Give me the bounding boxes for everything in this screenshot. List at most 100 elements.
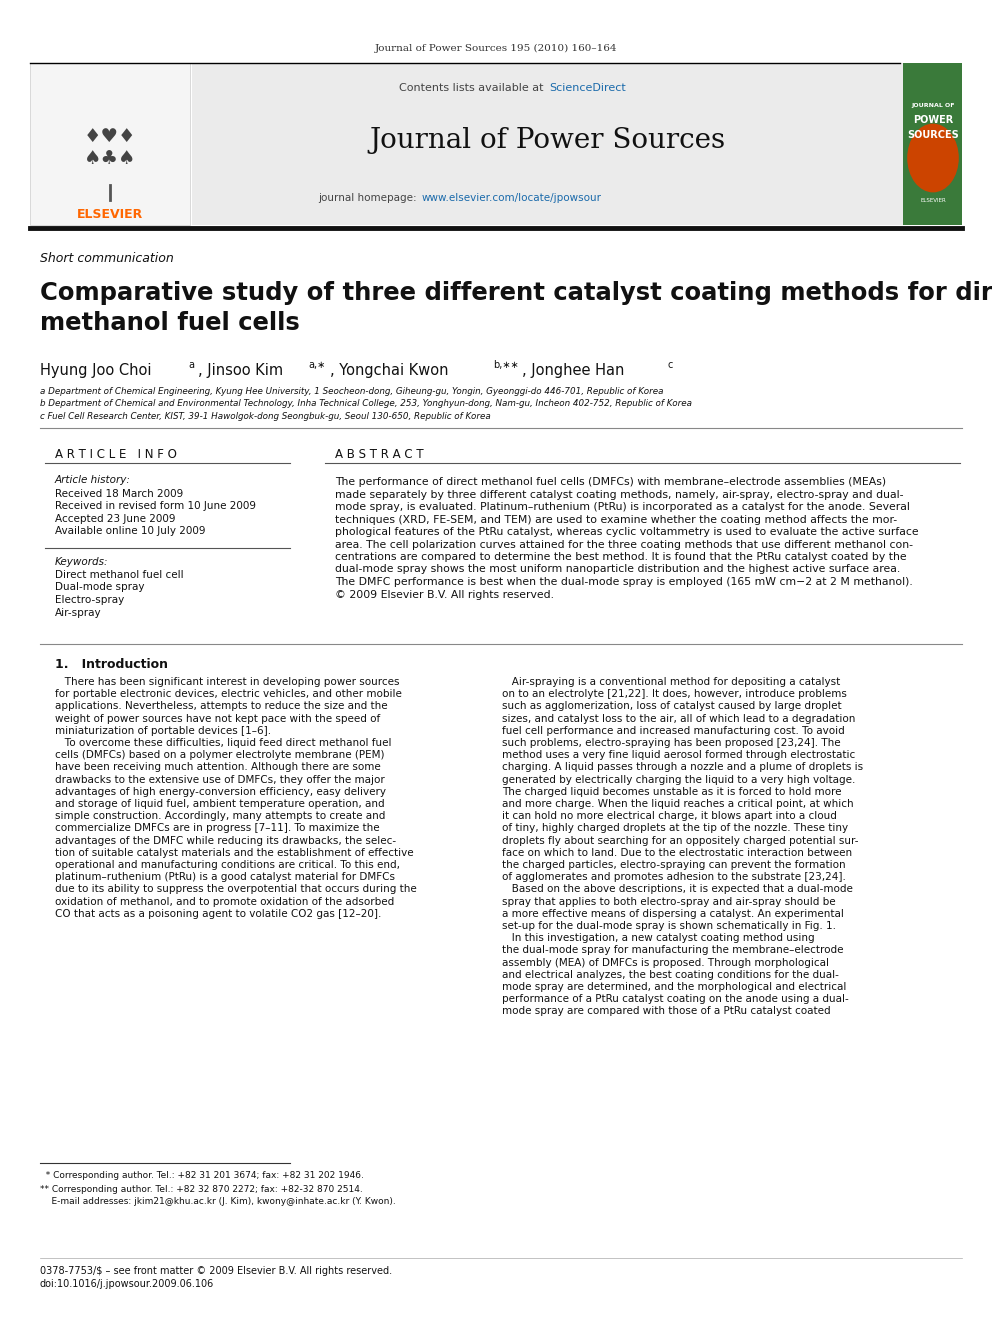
Text: area. The cell polarization curves attained for the three coating methods that u: area. The cell polarization curves attai…: [335, 540, 913, 549]
Text: a,∗: a,∗: [308, 360, 325, 370]
Text: b Department of Chemical and Environmental Technology, Inha Technical College, 2: b Department of Chemical and Environment…: [40, 400, 692, 409]
Text: applications. Nevertheless, attempts to reduce the size and the: applications. Nevertheless, attempts to …: [55, 701, 388, 712]
Text: such as agglomerization, loss of catalyst caused by large droplet: such as agglomerization, loss of catalys…: [502, 701, 841, 712]
Text: , Jinsoo Kim: , Jinsoo Kim: [198, 363, 283, 377]
Text: of tiny, highly charged droplets at the tip of the nozzle. These tiny: of tiny, highly charged droplets at the …: [502, 823, 848, 833]
Text: set-up for the dual-mode spray is shown schematically in Fig. 1.: set-up for the dual-mode spray is shown …: [502, 921, 836, 931]
Text: Available online 10 July 2009: Available online 10 July 2009: [55, 527, 205, 537]
Text: cells (DMFCs) based on a polymer electrolyte membrane (PEM): cells (DMFCs) based on a polymer electro…: [55, 750, 385, 761]
Text: CO that acts as a poisoning agent to volatile CO2 gas [12–20].: CO that acts as a poisoning agent to vol…: [55, 909, 381, 918]
Text: Direct methanol fuel cell: Direct methanol fuel cell: [55, 570, 184, 579]
Text: POWER: POWER: [913, 115, 953, 124]
Text: Journal of Power Sources: Journal of Power Sources: [369, 127, 725, 153]
Text: ** Corresponding author. Tel.: +82 32 870 2272; fax: +82-32 870 2514.: ** Corresponding author. Tel.: +82 32 87…: [40, 1184, 363, 1193]
Text: method uses a very fine liquid aerosol formed through electrostatic: method uses a very fine liquid aerosol f…: [502, 750, 855, 761]
Text: miniaturization of portable devices [1–6].: miniaturization of portable devices [1–6…: [55, 726, 271, 736]
Text: There has been significant interest in developing power sources: There has been significant interest in d…: [55, 677, 400, 687]
Text: ELSEVIER: ELSEVIER: [921, 197, 946, 202]
Text: have been receiving much attention. Although there are some: have been receiving much attention. Alth…: [55, 762, 381, 773]
Text: performance of a PtRu catalyst coating on the anode using a dual-: performance of a PtRu catalyst coating o…: [502, 994, 849, 1004]
Text: Article history:: Article history:: [55, 475, 131, 486]
Text: SOURCES: SOURCES: [907, 130, 959, 140]
Text: commercialize DMFCs are in progress [7–11]. To maximize the: commercialize DMFCs are in progress [7–1…: [55, 823, 380, 833]
Text: mode spray are compared with those of a PtRu catalyst coated: mode spray are compared with those of a …: [502, 1007, 830, 1016]
Text: JOURNAL OF: JOURNAL OF: [912, 102, 954, 107]
Text: spray that applies to both electro-spray and air-spray should be: spray that applies to both electro-spray…: [502, 897, 835, 906]
Text: c Fuel Cell Research Center, KIST, 39-1 Hawolgok-dong Seongbuk-gu, Seoul 130-650: c Fuel Cell Research Center, KIST, 39-1 …: [40, 411, 491, 421]
Text: In this investigation, a new catalyst coating method using: In this investigation, a new catalyst co…: [502, 933, 814, 943]
Text: mode spray, is evaluated. Platinum–ruthenium (PtRu) is incorporated as a catalys: mode spray, is evaluated. Platinum–ruthe…: [335, 501, 910, 512]
Text: on to an electrolyte [21,22]. It does, however, introduce problems: on to an electrolyte [21,22]. It does, h…: [502, 689, 847, 699]
Text: techniques (XRD, FE-SEM, and TEM) are used to examine whether the coating method: techniques (XRD, FE-SEM, and TEM) are us…: [335, 515, 897, 524]
Text: © 2009 Elsevier B.V. All rights reserved.: © 2009 Elsevier B.V. All rights reserved…: [335, 590, 554, 599]
Text: it can hold no more electrical charge, it blows apart into a cloud: it can hold no more electrical charge, i…: [502, 811, 837, 822]
Text: ♦♥♦
♠♣♠: ♦♥♦ ♠♣♠: [83, 127, 136, 168]
Text: 1.   Introduction: 1. Introduction: [55, 659, 168, 672]
Text: and electrical analyzes, the best coating conditions for the dual-: and electrical analyzes, the best coatin…: [502, 970, 839, 980]
Text: A R T I C L E   I N F O: A R T I C L E I N F O: [55, 447, 177, 460]
Text: Received 18 March 2009: Received 18 March 2009: [55, 490, 184, 499]
Text: for portable electronic devices, electric vehicles, and other mobile: for portable electronic devices, electri…: [55, 689, 402, 699]
Text: a Department of Chemical Engineering, Kyung Hee University, 1 Seocheon-dong, Gih: a Department of Chemical Engineering, Ky…: [40, 388, 664, 397]
Text: c: c: [667, 360, 673, 370]
Bar: [30, 64, 190, 225]
Text: charging. A liquid passes through a nozzle and a plume of droplets is: charging. A liquid passes through a nozz…: [502, 762, 863, 773]
Text: phological features of the PtRu catalyst, whereas cyclic voltammetry is used to : phological features of the PtRu catalyst…: [335, 527, 919, 537]
Text: the dual-mode spray for manufacturing the membrane–electrode: the dual-mode spray for manufacturing th…: [502, 946, 843, 955]
Text: due to its ability to suppress the overpotential that occurs during the: due to its ability to suppress the overp…: [55, 884, 417, 894]
Text: Accepted 23 June 2009: Accepted 23 June 2009: [55, 515, 176, 524]
Text: The performance of direct methanol fuel cells (DMFCs) with membrane–electrode as: The performance of direct methanol fuel …: [335, 478, 886, 487]
Text: centrations are compared to determine the best method. It is found that the PtRu: centrations are compared to determine th…: [335, 552, 907, 562]
Text: drawbacks to the extensive use of DMFCs, they offer the major: drawbacks to the extensive use of DMFCs,…: [55, 774, 385, 785]
Text: To overcome these difficulties, liquid feed direct methanol fuel: To overcome these difficulties, liquid f…: [55, 738, 392, 747]
Text: operational and manufacturing conditions are critical. To this end,: operational and manufacturing conditions…: [55, 860, 400, 871]
Bar: [903, 64, 962, 225]
Text: The charged liquid becomes unstable as it is forced to hold more: The charged liquid becomes unstable as i…: [502, 787, 841, 796]
Text: mode spray are determined, and the morphological and electrical: mode spray are determined, and the morph…: [502, 982, 846, 992]
Circle shape: [908, 123, 959, 192]
Text: Air-spray: Air-spray: [55, 607, 101, 618]
Text: Keywords:: Keywords:: [55, 557, 108, 568]
Text: Journal of Power Sources 195 (2010) 160–164: Journal of Power Sources 195 (2010) 160–…: [375, 44, 617, 53]
Text: Comparative study of three different catalyst coating methods for direct
methano: Comparative study of three different cat…: [40, 282, 992, 335]
Text: face on which to land. Due to the electrostatic interaction between: face on which to land. Due to the electr…: [502, 848, 852, 857]
Text: Dual-mode spray: Dual-mode spray: [55, 582, 145, 593]
Text: generated by electrically charging the liquid to a very high voltage.: generated by electrically charging the l…: [502, 774, 855, 785]
Text: Based on the above descriptions, it is expected that a dual-mode: Based on the above descriptions, it is e…: [502, 884, 853, 894]
Text: the charged particles, electro-spraying can prevent the formation: the charged particles, electro-spraying …: [502, 860, 845, 871]
Text: , Yongchai Kwon: , Yongchai Kwon: [330, 363, 448, 377]
Text: Received in revised form 10 June 2009: Received in revised form 10 June 2009: [55, 501, 256, 512]
Text: , Jonghee Han: , Jonghee Han: [522, 363, 624, 377]
Text: of agglomerates and promotes adhesion to the substrate [23,24].: of agglomerates and promotes adhesion to…: [502, 872, 846, 882]
Text: Air-spraying is a conventional method for depositing a catalyst: Air-spraying is a conventional method fo…: [502, 677, 840, 687]
Text: dual-mode spray shows the most uniform nanoparticle distribution and the highest: dual-mode spray shows the most uniform n…: [335, 565, 901, 574]
Text: fuel cell performance and increased manufacturing cost. To avoid: fuel cell performance and increased manu…: [502, 726, 845, 736]
Text: E-mail addresses: jkim21@khu.ac.kr (J. Kim), kwony@inhate.ac.kr (Y. Kwon).: E-mail addresses: jkim21@khu.ac.kr (J. K…: [40, 1197, 396, 1207]
Bar: [192, 64, 903, 225]
Text: and more charge. When the liquid reaches a critical point, at which: and more charge. When the liquid reaches…: [502, 799, 854, 808]
Text: The DMFC performance is best when the dual-mode spray is employed (165 mW cm−2 a: The DMFC performance is best when the du…: [335, 577, 913, 587]
Text: a: a: [188, 360, 194, 370]
Text: ELSEVIER: ELSEVIER: [76, 209, 143, 221]
Text: ScienceDirect: ScienceDirect: [549, 83, 626, 93]
Text: 0378-7753/$ – see front matter © 2009 Elsevier B.V. All rights reserved.: 0378-7753/$ – see front matter © 2009 El…: [40, 1266, 392, 1275]
Text: a more effective means of dispersing a catalyst. An experimental: a more effective means of dispersing a c…: [502, 909, 844, 918]
Text: journal homepage:: journal homepage:: [318, 193, 420, 202]
Text: www.elsevier.com/locate/jpowsour: www.elsevier.com/locate/jpowsour: [422, 193, 602, 202]
Text: doi:10.1016/j.jpowsour.2009.06.106: doi:10.1016/j.jpowsour.2009.06.106: [40, 1279, 214, 1289]
Text: A B S T R A C T: A B S T R A C T: [335, 447, 424, 460]
Text: Short communication: Short communication: [40, 251, 174, 265]
Text: droplets fly about searching for an oppositely charged potential sur-: droplets fly about searching for an oppo…: [502, 836, 858, 845]
Text: sizes, and catalyst loss to the air, all of which lead to a degradation: sizes, and catalyst loss to the air, all…: [502, 713, 855, 724]
Text: weight of power sources have not kept pace with the speed of: weight of power sources have not kept pa…: [55, 713, 380, 724]
Text: Electro-spray: Electro-spray: [55, 595, 124, 605]
Text: made separately by three different catalyst coating methods, namely, air-spray, : made separately by three different catal…: [335, 490, 904, 500]
Text: advantages of the DMFC while reducing its drawbacks, the selec-: advantages of the DMFC while reducing it…: [55, 836, 396, 845]
Text: simple construction. Accordingly, many attempts to create and: simple construction. Accordingly, many a…: [55, 811, 385, 822]
Text: Contents lists available at: Contents lists available at: [399, 83, 547, 93]
Text: platinum–ruthenium (PtRu) is a good catalyst material for DMFCs: platinum–ruthenium (PtRu) is a good cata…: [55, 872, 395, 882]
Text: * Corresponding author. Tel.: +82 31 201 3674; fax: +82 31 202 1946.: * Corresponding author. Tel.: +82 31 201…: [40, 1171, 364, 1180]
Text: and storage of liquid fuel, ambient temperature operation, and: and storage of liquid fuel, ambient temp…: [55, 799, 385, 808]
Text: advantages of high energy-conversion efficiency, easy delivery: advantages of high energy-conversion eff…: [55, 787, 386, 796]
Text: Hyung Joo Choi: Hyung Joo Choi: [40, 363, 152, 377]
